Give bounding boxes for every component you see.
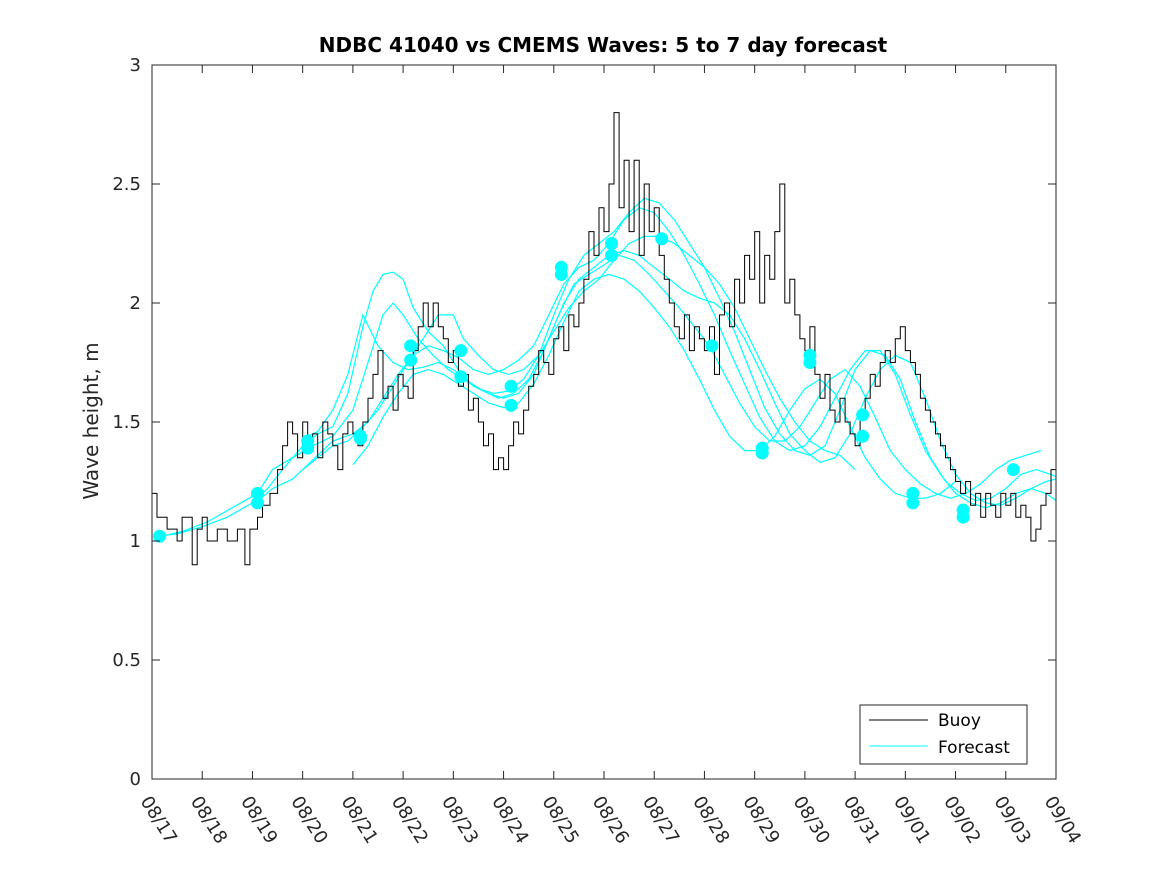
forecast-line-2 — [161, 197, 1057, 537]
forecast-marker — [605, 248, 619, 262]
y-tick-label: 1 — [130, 531, 141, 552]
forecast-marker — [856, 408, 870, 422]
forecast-marker — [856, 429, 870, 443]
x-tick-label: 08/19 — [236, 793, 281, 848]
forecast-marker — [655, 232, 669, 246]
forecast-marker — [353, 429, 367, 443]
forecast-marker — [1006, 463, 1020, 477]
legend-label-forecast: Forecast — [938, 738, 1010, 758]
forecast-marker — [956, 510, 970, 524]
forecast-line-1 — [156, 249, 1057, 537]
forecast-line-6 — [352, 273, 956, 499]
forecast-marker — [906, 486, 920, 500]
forecast-marker — [250, 486, 264, 500]
x-tick-label: 08/29 — [738, 793, 783, 848]
forecast-marker — [153, 529, 167, 543]
y-tick-label: 0.5 — [112, 650, 141, 671]
x-tick-label: 08/30 — [789, 793, 834, 848]
x-tick-label: 08/23 — [437, 793, 482, 848]
plot-markers — [153, 232, 1020, 543]
forecast-marker — [554, 267, 568, 281]
x-tick-label: 08/24 — [487, 793, 532, 848]
forecast-marker — [454, 370, 468, 384]
y-tick-label: 0 — [130, 769, 141, 790]
x-tick-label: 08/22 — [387, 793, 432, 848]
x-tick-label: 09/02 — [939, 793, 984, 848]
plot-lines — [152, 112, 1057, 566]
x-tick-label: 08/26 — [588, 793, 633, 848]
x-tick-label: 08/28 — [688, 793, 733, 848]
x-tick-label: 09/03 — [990, 793, 1035, 848]
x-tick-label: 08/31 — [839, 793, 884, 848]
x-tick-label: 08/27 — [638, 793, 683, 848]
x-tick-label: 08/20 — [286, 793, 331, 848]
x-tick-label: 09/04 — [1040, 793, 1085, 848]
forecast-marker — [404, 339, 418, 353]
legend-box — [859, 704, 1028, 765]
forecast-marker — [605, 237, 619, 250]
forecast-line-5 — [302, 235, 856, 471]
legend-label-buoy: Buoy — [938, 711, 981, 731]
y-tick-label: 2 — [130, 293, 141, 314]
forecast-marker — [250, 496, 264, 510]
x-tick-label: 08/18 — [186, 793, 231, 848]
x-tick-label: 08/17 — [136, 793, 181, 848]
forecast-marker — [301, 441, 315, 455]
forecast-marker — [755, 446, 769, 460]
y-ticks: 0 0.5 1 1.5 2 2.5 3 — [112, 55, 1056, 790]
y-tick-label: 1.5 — [112, 412, 141, 433]
forecast-line-4 — [302, 254, 1042, 499]
forecast-marker — [906, 496, 920, 510]
y-tick-label: 3 — [130, 55, 141, 76]
legend: Buoy Forecast — [859, 704, 1028, 765]
forecast-line-3 — [252, 207, 1057, 509]
forecast-marker — [404, 353, 418, 367]
chart-title: NDBC 41040 vs CMEMS Waves: 5 to 7 day fo… — [319, 33, 888, 57]
y-axis-label: Wave height, m — [79, 342, 103, 499]
y-tick-label: 2.5 — [112, 174, 141, 195]
forecast-marker — [454, 344, 468, 358]
x-tick-label: 09/01 — [889, 793, 934, 848]
forecast-marker — [803, 356, 817, 369]
forecast-marker — [705, 339, 719, 353]
forecast-marker — [504, 398, 518, 412]
buoy-line — [152, 112, 1057, 566]
x-tick-label: 08/25 — [538, 793, 583, 848]
x-tick-label: 08/21 — [337, 793, 382, 848]
forecast-marker — [504, 379, 518, 393]
